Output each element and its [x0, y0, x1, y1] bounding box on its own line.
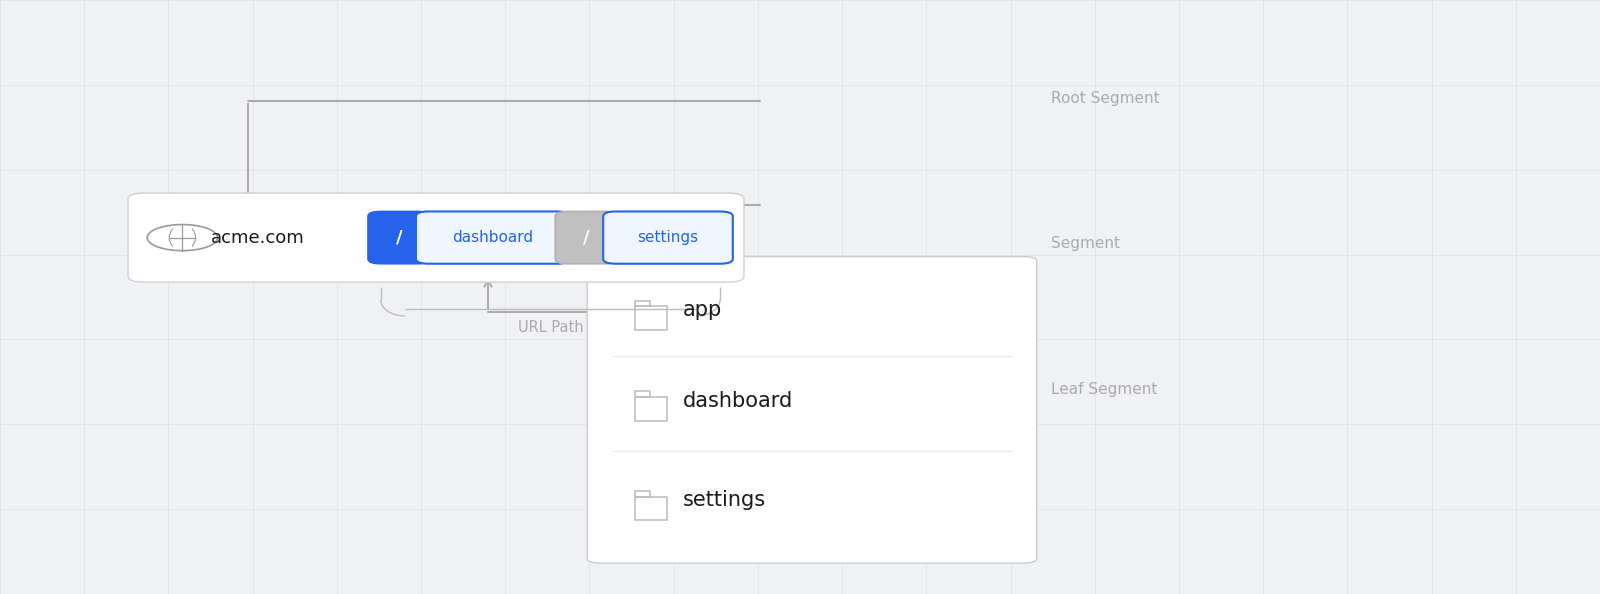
- Text: /: /: [582, 229, 590, 247]
- Text: Root Segment: Root Segment: [1051, 90, 1160, 106]
- FancyBboxPatch shape: [603, 211, 733, 264]
- FancyBboxPatch shape: [368, 211, 430, 264]
- FancyBboxPatch shape: [555, 211, 618, 264]
- FancyBboxPatch shape: [128, 193, 744, 282]
- Text: acme.com: acme.com: [211, 229, 306, 247]
- Text: app: app: [683, 301, 723, 320]
- Text: settings: settings: [637, 230, 699, 245]
- Text: URL Path: URL Path: [517, 320, 584, 334]
- Text: Leaf Segment: Leaf Segment: [1051, 381, 1157, 397]
- Text: /: /: [395, 229, 403, 247]
- FancyBboxPatch shape: [416, 211, 570, 264]
- FancyBboxPatch shape: [587, 257, 1037, 563]
- Text: settings: settings: [683, 491, 766, 510]
- Text: dashboard: dashboard: [683, 391, 794, 411]
- Text: dashboard: dashboard: [453, 230, 533, 245]
- Text: Segment: Segment: [1051, 236, 1120, 251]
